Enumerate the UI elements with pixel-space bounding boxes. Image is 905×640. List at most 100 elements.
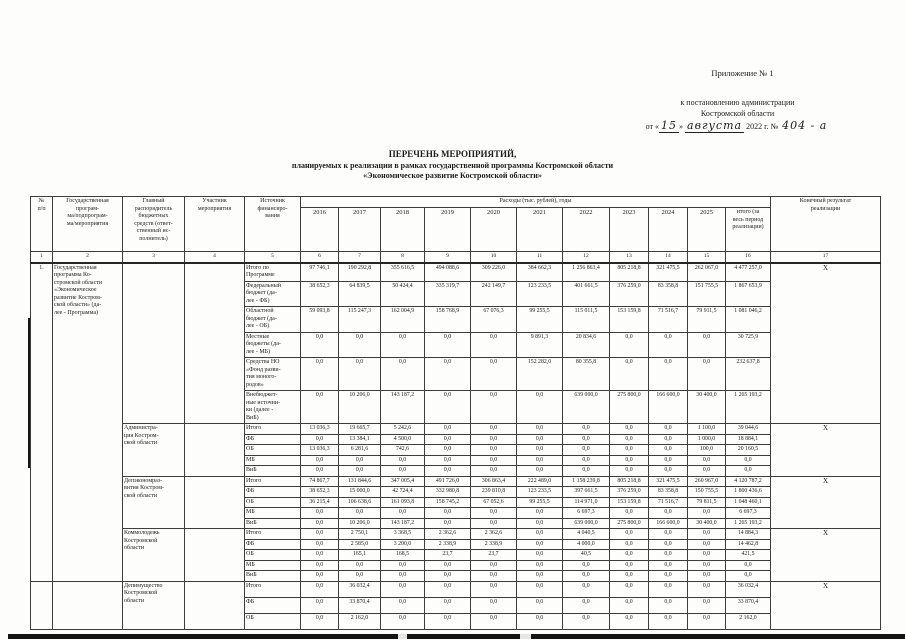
value-cell: 1 265 193,2 [725, 517, 771, 529]
value-cell: 0,0 [609, 454, 649, 466]
source-cell: ФБ [244, 596, 301, 614]
value-cell: 0,0 [648, 580, 688, 598]
value-cell: 2 362,6 [424, 528, 471, 540]
value-cell: 158 768,9 [424, 306, 471, 333]
col-header-npp: № п/п [30, 196, 53, 252]
result-cell: X [770, 580, 881, 630]
value-cell: 0,0 [687, 580, 726, 598]
value-cell: 384 662,3 [516, 262, 563, 282]
value-cell: 0,0 [424, 580, 471, 598]
table-row: Коммолодежь Костромской области Итого 0,0 2… [31, 528, 881, 582]
value-cell: 0,0 [648, 570, 688, 582]
column-number: 3 [122, 251, 185, 264]
value-cell: 0,0 [300, 528, 339, 540]
value-cell: 0,0 [338, 465, 381, 477]
value-cell: 153 159,8 [609, 496, 649, 508]
value-cell: 0,0 [648, 596, 688, 614]
value-cell: 150 755,5 [687, 486, 726, 498]
handwritten-day: 15 [659, 119, 680, 133]
value-cell: 0,0 [648, 357, 688, 391]
value-cell: 0,0 [562, 433, 610, 445]
value-cell: 13 036,3 [300, 444, 339, 456]
value-cell: 190 292,8 [338, 262, 381, 282]
value-cell: 0,0 [470, 433, 517, 445]
col-header-total: итого (за весь период реализации) [725, 207, 771, 252]
value-cell: 275 800,0 [609, 517, 649, 529]
col-header-year: 2025 [687, 207, 726, 252]
col-header-result: Конечный результат реализации [770, 196, 881, 252]
value-cell: 0,0 [300, 507, 339, 519]
value-cell: 83 358,8 [648, 486, 688, 498]
table-row: Депимущество Костромской области Итого 0,0… [30, 580, 881, 630]
value-cell: 0,0 [380, 596, 425, 614]
expenses-band-header: Расходы (тыс. рублей), годы [300, 196, 771, 208]
value-cell: 0,0 [562, 444, 610, 456]
value-cell: 0,0 [300, 580, 339, 598]
participant-cell [184, 475, 245, 529]
value-cell: 0,0 [609, 357, 649, 391]
header-row-years: 2016 2017 2018 2019 2020 2021 2022 2023 2024 2025… [31, 207, 881, 252]
column-number: 8 [380, 251, 425, 264]
handwritten-month: августа [685, 119, 745, 133]
result-cell: X [770, 528, 881, 582]
value-cell: 0,0 [687, 570, 726, 582]
value-cell: 30 400,0 [687, 517, 726, 529]
source-cell: Местные бюджеты (да- лее - МБ) [244, 331, 301, 358]
value-cell: 0,0 [300, 596, 339, 614]
source-cell: ФБ [244, 486, 301, 498]
column-number: 1 [30, 251, 53, 264]
value-cell: 79 811,5 [687, 496, 726, 508]
value-cell: 106 638,6 [338, 496, 381, 508]
value-cell: 397 661,5 [562, 486, 610, 498]
value-cell: 222 489,0 [516, 475, 563, 487]
table-row: Областной бюджет (да- лее - ОБ) 59 093,8 1… [31, 306, 881, 333]
value-cell: 0,0 [300, 549, 339, 561]
column-number: 4 [184, 251, 245, 264]
value-cell: 0,0 [725, 465, 771, 477]
value-cell: 0,0 [470, 596, 517, 614]
value-cell: 0,0 [648, 423, 688, 435]
value-cell: 0,0 [609, 612, 649, 630]
column-number: 15 [687, 251, 726, 264]
value-cell: 0,0 [609, 465, 649, 477]
value-cell: 74 867,7 [300, 475, 339, 487]
value-cell: 0,0 [300, 433, 339, 445]
col-header-source: Источник финансиро- вания [244, 196, 301, 252]
column-number: 7 [338, 251, 381, 264]
value-cell: 2 362,6 [470, 528, 517, 540]
decree-date-line: от «15» августа 2022 г. № 404 - а [590, 119, 885, 133]
value-cell: 0,0 [338, 357, 381, 391]
decree-line1: к постановлению администрации [680, 98, 795, 107]
value-cell: 0,0 [609, 423, 649, 435]
scan-bottom-edge-artifact [8, 634, 905, 639]
handwritten-number: 404 - а [782, 119, 828, 132]
value-cell: 0,0 [338, 559, 381, 571]
source-cell: ВиБ [244, 570, 301, 582]
column-number: 6 [300, 251, 339, 264]
value-cell: 0,0 [562, 559, 610, 571]
value-cell: 242 149,7 [470, 280, 517, 307]
value-cell: 33 870,4 [338, 596, 381, 614]
value-cell: 1 158 239,8 [562, 475, 610, 487]
value-cell: 0,0 [609, 580, 649, 598]
value-cell: 5 242,6 [380, 423, 425, 435]
value-cell: 742,6 [380, 444, 425, 456]
value-cell: 0,0 [470, 357, 517, 391]
value-cell: 0,0 [516, 517, 563, 529]
value-cell: 99 255,5 [516, 306, 563, 333]
col-header-participant: Участник мероприятия [184, 196, 245, 252]
column-number-row: 1 2 3 4 5 6 7 8 9 10 11 12 13 14 15 16 17 [30, 251, 881, 264]
value-cell: 0,0 [609, 331, 649, 358]
col-header-year: 2019 [424, 207, 471, 252]
value-cell: 1 800 436,6 [725, 486, 771, 498]
value-cell: 0,0 [470, 580, 517, 598]
value-cell: 83 358,8 [648, 280, 688, 307]
value-cell: 0,0 [516, 423, 563, 435]
value-cell: 347 005,4 [380, 475, 425, 487]
program-cell [52, 580, 123, 630]
value-cell: 0,0 [516, 559, 563, 571]
value-cell: 0,0 [380, 507, 425, 519]
value-cell: 13 384,1 [338, 433, 381, 445]
value-cell: 0,0 [687, 596, 726, 614]
